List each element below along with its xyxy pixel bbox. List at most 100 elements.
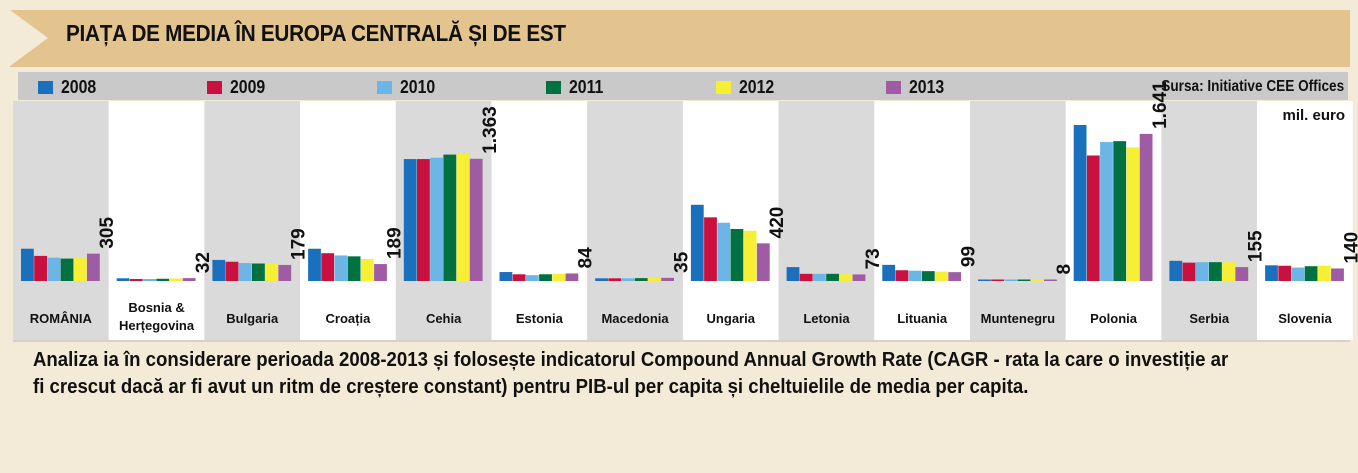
value-label: 32 <box>193 252 214 273</box>
bar-2013 <box>1139 133 1153 281</box>
country-panel <box>1257 101 1353 340</box>
bar-2008 <box>595 278 608 281</box>
value-label: 8 <box>1054 264 1075 275</box>
legend-item-2008: 2008 <box>38 76 101 98</box>
legend-label-2011: 2011 <box>569 76 604 97</box>
category-label: ROMÂNIA <box>30 311 93 326</box>
bar-2011 <box>730 229 744 281</box>
bar-2013 <box>1044 279 1057 281</box>
bar-2011 <box>1304 266 1318 281</box>
category-label: Macedonia <box>601 311 669 326</box>
bar-2008 <box>786 267 800 281</box>
legend-bar <box>18 72 1348 100</box>
bar-2011 <box>156 278 170 281</box>
legend-swatch-2011 <box>546 80 561 94</box>
bar-2010 <box>1195 262 1209 281</box>
bar-2012 <box>1030 279 1044 281</box>
country-panel <box>300 101 396 340</box>
bar-2010 <box>908 270 922 281</box>
category-label: Lituania <box>897 311 948 326</box>
bar-2012 <box>1222 262 1235 281</box>
bar-2008 <box>403 159 417 281</box>
bar-2013 <box>756 243 770 281</box>
bar-2010 <box>143 279 156 281</box>
bar-2011 <box>1209 262 1222 281</box>
bar-2011 <box>60 258 74 281</box>
value-label: 73 <box>863 248 884 269</box>
category-label: Slovenia <box>1278 311 1332 326</box>
value-label: 155 <box>1246 230 1267 262</box>
bar-2013 <box>852 274 866 281</box>
bar-2012 <box>648 278 661 281</box>
bar-2012 <box>456 153 470 281</box>
bar-2013 <box>1331 268 1344 281</box>
bar-2013 <box>87 253 100 281</box>
bar-2010 <box>238 263 252 281</box>
bar-2012 <box>73 258 87 281</box>
bar-2012 <box>743 230 757 281</box>
bar-2011 <box>921 271 935 281</box>
bar-2008 <box>690 204 704 281</box>
value-label: 84 <box>576 247 597 269</box>
bar-2013 <box>182 278 196 281</box>
bar-2011 <box>634 278 648 281</box>
category-label: Muntenegru <box>981 311 1055 326</box>
bar-2009 <box>512 274 526 281</box>
country-panel <box>108 101 205 340</box>
bar-2010 <box>525 275 539 281</box>
bar-2008 <box>1073 125 1087 281</box>
bar-2008 <box>499 272 513 281</box>
bar-2009 <box>895 270 909 281</box>
source-label: Sursa: Initiative CEE Offices <box>1161 78 1344 95</box>
bar-2013 <box>565 273 579 281</box>
legend-swatch-2010 <box>377 80 392 94</box>
legend-item-2011: 2011 <box>546 76 608 98</box>
legend-label-2009: 2009 <box>230 76 266 97</box>
bar-2013 <box>278 264 292 281</box>
bar-2008 <box>1169 260 1183 281</box>
bar-2013 <box>661 277 674 281</box>
country-panel <box>587 101 683 340</box>
chart-title: PIAȚA DE MEDIA ÎN EUROPA CENTRALĂ ȘI DE … <box>66 20 566 46</box>
bar-2009 <box>991 279 1004 281</box>
bar-2012 <box>1126 147 1140 281</box>
bar-2009 <box>704 217 717 281</box>
bar-2012 <box>169 278 183 281</box>
value-label: 1.641 <box>1150 81 1171 129</box>
bar-2009 <box>1278 265 1292 281</box>
value-label: 1.363 <box>480 106 501 154</box>
bar-2011 <box>347 256 361 281</box>
country-panel <box>13 101 109 340</box>
bar-2010 <box>1291 267 1305 281</box>
legend-label-2012: 2012 <box>739 76 775 97</box>
bar-2010 <box>1004 279 1018 281</box>
bar-2009 <box>129 279 143 281</box>
bar-2009 <box>608 278 622 281</box>
legend-label-2010: 2010 <box>400 76 436 97</box>
category-label: Ungaria <box>707 311 756 326</box>
country-panel <box>970 101 1066 340</box>
legend-item-2009: 2009 <box>207 76 270 98</box>
bar-2009 <box>799 273 813 281</box>
legend-swatch-2009 <box>207 80 222 94</box>
bar-2009 <box>34 255 47 281</box>
bar-2008 <box>882 264 896 281</box>
category-label: Polonia <box>1090 311 1138 326</box>
bar-2011 <box>443 154 457 281</box>
bar-2012 <box>935 271 948 281</box>
bar-2008 <box>1265 265 1278 281</box>
bar-2013 <box>374 264 387 281</box>
value-label: 420 <box>767 207 788 239</box>
legend-label-2013: 2013 <box>909 76 945 97</box>
country-panel <box>491 101 588 340</box>
bar-2013 <box>948 272 962 281</box>
legend-swatch-2012 <box>716 80 731 94</box>
bar-2009 <box>1182 262 1196 281</box>
footnote-text: Analiza ia în considerare perioada 2008-… <box>33 349 1229 398</box>
value-label: 179 <box>289 228 310 260</box>
unit-label: mil. euro <box>1282 107 1345 124</box>
bar-2010 <box>47 257 61 281</box>
bar-2010 <box>1100 142 1113 281</box>
country-panel <box>778 101 875 340</box>
